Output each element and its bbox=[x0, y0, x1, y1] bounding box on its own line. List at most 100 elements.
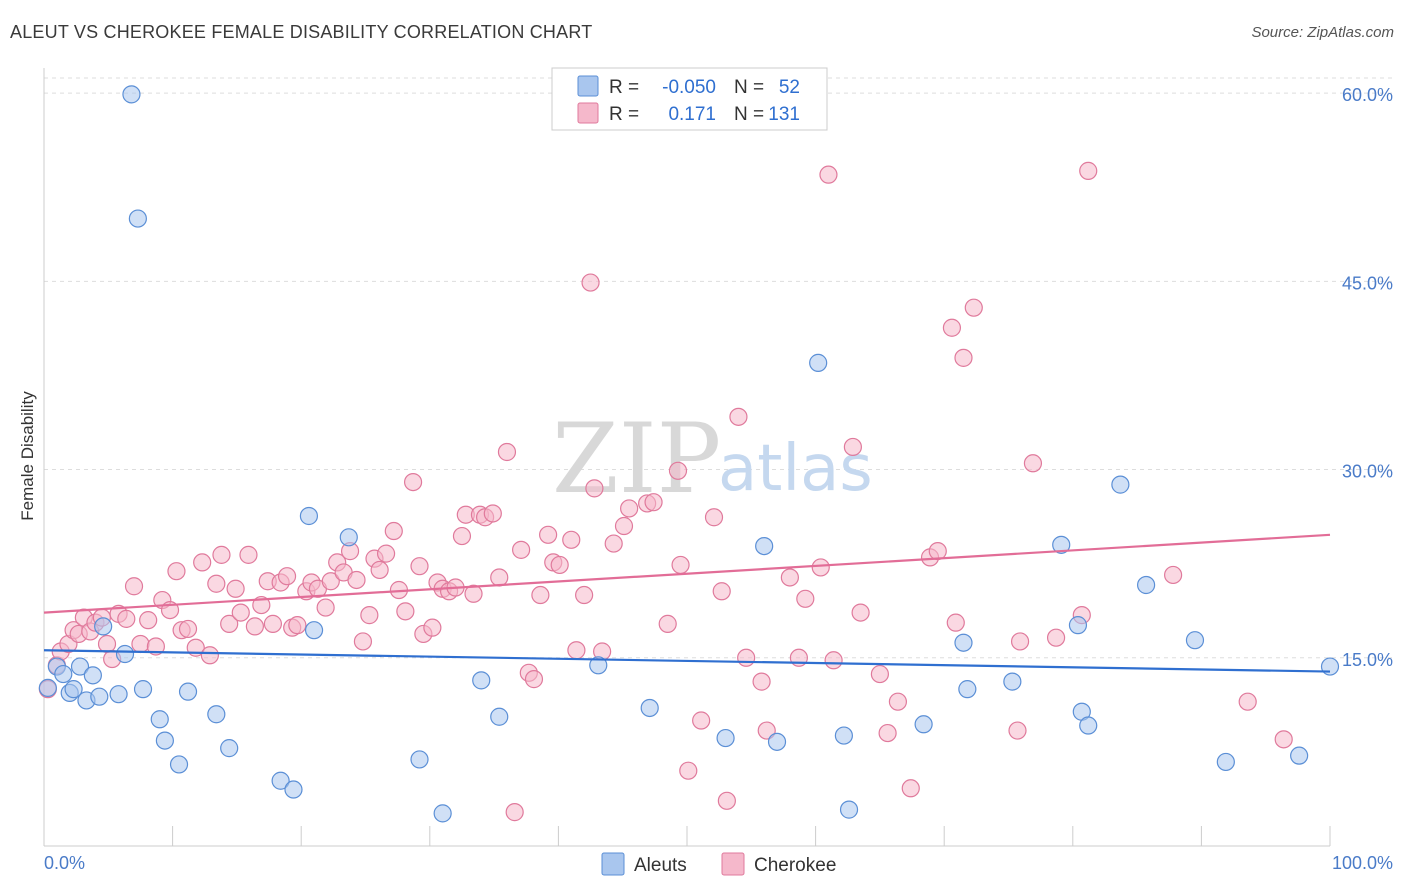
cherokee-point-93 bbox=[668, 461, 688, 480]
aleuts-point-33 bbox=[755, 536, 774, 556]
cherokee-point-118 bbox=[942, 318, 962, 337]
stats-legend-r-value-aleuts: -0.050 bbox=[662, 77, 716, 98]
aleuts-point-8 bbox=[90, 687, 109, 706]
cherokee-point-103 bbox=[757, 721, 776, 740]
cherokee-point-83 bbox=[575, 585, 594, 605]
aleuts-point-4 bbox=[64, 680, 83, 699]
chart-title: ALEUT VS CHEROKEE FEMALE DISABILITY CORR… bbox=[10, 22, 593, 42]
cherokee-point-117 bbox=[928, 542, 947, 561]
aleuts-point-31 bbox=[640, 698, 659, 718]
cherokee-point-22 bbox=[178, 619, 198, 639]
cherokee-point-35 bbox=[263, 614, 283, 633]
cherokee-point-26 bbox=[207, 574, 226, 593]
cherokee-point-128 bbox=[1164, 565, 1183, 585]
aleuts-point-7 bbox=[83, 666, 102, 685]
y-axis-label: Female Disability bbox=[18, 391, 37, 521]
stats-legend-r-label-cherokee: R = bbox=[609, 104, 639, 125]
cherokee-point-28 bbox=[220, 614, 239, 633]
cherokee-point-49 bbox=[353, 632, 373, 651]
cherokee-point-106 bbox=[796, 589, 815, 608]
cherokee-point-57 bbox=[403, 472, 423, 492]
cherokee-point-91 bbox=[644, 493, 663, 512]
cherokee-point-101 bbox=[737, 648, 756, 667]
cherokee-point-114 bbox=[888, 692, 908, 711]
aleuts-point-12 bbox=[122, 85, 141, 104]
cherokee-point-84 bbox=[581, 273, 600, 292]
stats-legend-n-label-cherokee: N = bbox=[734, 104, 764, 125]
aleuts-point-13 bbox=[128, 209, 147, 228]
cherokee-point-88 bbox=[614, 516, 634, 536]
legend-swatch-aleuts bbox=[601, 852, 625, 876]
cherokee-point-16 bbox=[139, 611, 158, 630]
cherokee-point-120 bbox=[954, 348, 973, 367]
legend-swatch-cherokee bbox=[721, 852, 745, 876]
cherokee-point-108 bbox=[819, 165, 838, 184]
aleuts-point-34 bbox=[767, 732, 787, 751]
y-tick-label-30: 30.0% bbox=[1342, 462, 1393, 482]
cherokee-point-87 bbox=[604, 534, 623, 553]
cherokee-point-65 bbox=[452, 526, 472, 546]
cherokee-point-95 bbox=[679, 761, 698, 780]
cherokee-point-32 bbox=[245, 617, 265, 636]
aleuts-point-46 bbox=[1111, 475, 1130, 494]
cherokee-point-29 bbox=[226, 579, 245, 598]
aleuts-point-40 bbox=[958, 680, 977, 699]
aleuts-point-30 bbox=[589, 656, 608, 675]
cherokee-point-123 bbox=[1010, 632, 1030, 651]
cherokee-point-111 bbox=[851, 603, 870, 622]
cherokee-point-100 bbox=[729, 407, 748, 426]
stats-legend: R = -0.050 N = 52 R = 0.171 N = 131 bbox=[551, 67, 828, 131]
cherokee-point-102 bbox=[752, 672, 771, 691]
cherokee-point-30 bbox=[231, 603, 250, 622]
cherokee-point-13 bbox=[117, 609, 136, 628]
cherokee-point-109 bbox=[824, 651, 843, 670]
stats-legend-r-value-cherokee: 0.171 bbox=[668, 104, 716, 125]
cherokee-point-27 bbox=[212, 545, 231, 564]
cherokee-point-20 bbox=[167, 562, 186, 581]
aleuts-point-14 bbox=[133, 680, 153, 699]
aleuts-point-37 bbox=[839, 800, 859, 819]
cherokee-point-67 bbox=[464, 584, 483, 603]
cherokee-point-15 bbox=[131, 634, 150, 654]
cherokee-point-25 bbox=[200, 646, 219, 665]
aleuts-point-48 bbox=[1185, 631, 1205, 650]
aleuts-point-18 bbox=[178, 682, 198, 701]
cherokee-point-99 bbox=[717, 791, 736, 810]
cherokee-point-52 bbox=[370, 560, 389, 580]
x-tick-label-max: 100.0% bbox=[1332, 853, 1393, 873]
cherokee-point-85 bbox=[585, 479, 604, 498]
cherokee-point-53 bbox=[376, 544, 396, 563]
cherokee-point-56 bbox=[396, 602, 415, 621]
cherokee-point-97 bbox=[704, 508, 724, 527]
aleuts-point-22 bbox=[284, 780, 303, 799]
cherokee-point-43 bbox=[316, 598, 335, 617]
stats-legend-swatch-aleuts bbox=[577, 75, 599, 97]
cherokee-point-76 bbox=[524, 670, 544, 689]
cherokee-point-113 bbox=[878, 723, 897, 743]
aleuts-point-17 bbox=[169, 755, 189, 774]
aleuts-point-23 bbox=[299, 506, 319, 526]
aleuts-point-11 bbox=[115, 644, 135, 664]
aleuts-point-0 bbox=[38, 678, 57, 697]
trend-lines bbox=[43, 533, 1331, 673]
cherokee-point-39 bbox=[288, 616, 307, 635]
watermark-zip: ZIP bbox=[552, 403, 721, 515]
aleuts-point-10 bbox=[109, 685, 128, 704]
aleuts-point-19 bbox=[207, 705, 226, 724]
cherokee-point-70 bbox=[483, 504, 502, 523]
cherokee-point-92 bbox=[658, 614, 677, 633]
cherokee-point-121 bbox=[964, 298, 983, 317]
cherokee-point-94 bbox=[671, 555, 690, 575]
aleuts-point-15 bbox=[150, 710, 169, 729]
stats-legend-swatch-cherokee bbox=[577, 102, 599, 124]
stats-legend-n-value-cherokee: 131 bbox=[768, 104, 800, 125]
aleuts-point-36 bbox=[834, 726, 853, 745]
y-tick-label-45: 45.0% bbox=[1342, 273, 1393, 293]
cherokee-point-77 bbox=[531, 585, 550, 605]
legend-label-cherokee: Cherokee bbox=[754, 855, 836, 876]
aleuts-point-41 bbox=[1003, 672, 1022, 691]
cherokee-point-110 bbox=[843, 437, 862, 457]
trend-line-cherokee bbox=[43, 533, 1331, 614]
cherokee-point-127 bbox=[1079, 161, 1098, 180]
aleuts-point-38 bbox=[914, 715, 933, 734]
